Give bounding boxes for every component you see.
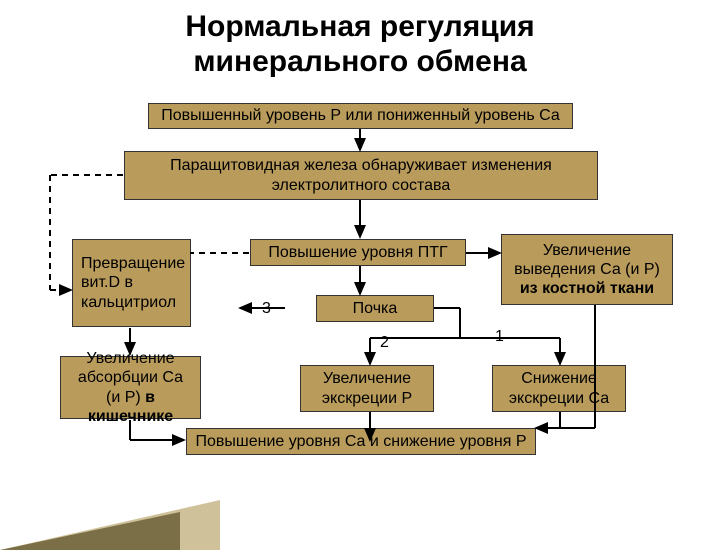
title-line2: минерального обмена (193, 45, 526, 78)
box-ptg: Повышение уровня ПТГ (250, 239, 466, 266)
box-intestine-text: Увеличение абсорбции Са (и Р) в кишечник… (69, 349, 192, 426)
box-bone: Увеличение выведения Са (и Р) из костной… (501, 234, 673, 305)
box-intestine: Увеличение абсорбции Са (и Р) в кишечник… (60, 356, 201, 419)
number-1: 1 (495, 328, 504, 346)
box-vitd: Превращение вит.D в кальцитриол (72, 239, 191, 327)
number-2: 2 (380, 334, 389, 352)
box-result: Повышение уровня Са и снижение уровня Р (186, 428, 536, 455)
box-bone-text: Увеличение выведения Са (и Р) из костной… (510, 241, 664, 299)
number-3: 3 (262, 300, 271, 318)
box-top-condition: Повышенный уровень Р или пониженный уров… (148, 103, 573, 129)
corner-decoration-dark (0, 512, 180, 550)
title-line1: Нормальная регуляция (185, 10, 534, 43)
box-kidney: Почка (316, 295, 434, 322)
diagram-title: Нормальная регуляция минерального обмена (0, 10, 720, 79)
box-excretion-p: Увеличение экскреции Р (300, 365, 434, 412)
box-excretion-ca: Снижение экскреции Са (492, 365, 626, 412)
box-parathyroid: Паращитовидная железа обнаруживает измен… (124, 151, 598, 200)
